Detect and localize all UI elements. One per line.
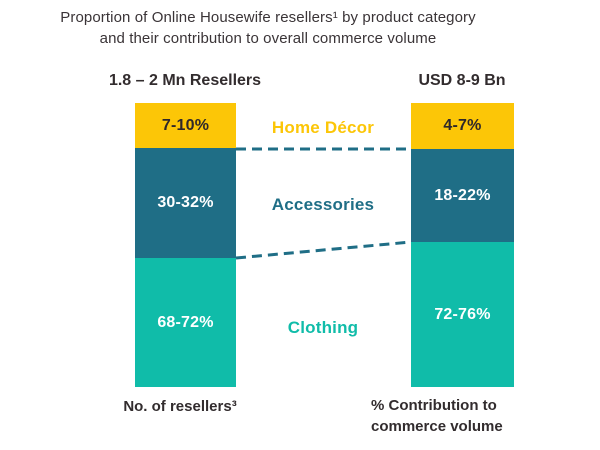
bar-segment-accessories-left: 30-32% xyxy=(135,148,236,258)
bar-segment-accessories-right: 18-22% xyxy=(411,149,514,242)
category-label-home-decor: Home Décor xyxy=(271,118,375,137)
category-label-accessories: Accessories xyxy=(271,195,375,214)
category-label-clothing: Clothing xyxy=(287,318,359,337)
commerce-stacked-bar: 4-7% 18-22% 72-76% xyxy=(411,103,514,387)
segment-value: 72-76% xyxy=(434,305,491,323)
segment-value: 4-7% xyxy=(443,117,482,134)
resellers-stacked-bar: 7-10% 30-32% 68-72% xyxy=(135,103,236,387)
chart-title-line1: Proportion of Online Housewife resellers… xyxy=(60,9,476,26)
left-axis-label: No. of resellers³ xyxy=(123,398,237,415)
left-column-header: 1.8 – 2 Mn Resellers xyxy=(108,72,262,89)
chart-title-line2: and their contribution to overall commer… xyxy=(99,30,437,47)
chart-title: Proportion of Online Housewife resellers… xyxy=(0,7,536,49)
segment-value: 30-32% xyxy=(157,194,214,211)
right-column-header: USD 8-9 Bn xyxy=(418,72,506,89)
bar-segment-clothing-right: 72-76% xyxy=(411,242,514,387)
segment-value: 7-10% xyxy=(161,116,210,134)
right-axis-label: % Contribution to commerce volume xyxy=(371,397,503,435)
bar-segment-home-decor-right: 4-7% xyxy=(411,103,514,149)
connector-line-accessories xyxy=(235,240,412,260)
bar-segment-home-decor-left: 7-10% xyxy=(135,103,236,148)
segment-value: 18-22% xyxy=(434,186,491,204)
segment-value: 68-72% xyxy=(157,313,214,331)
bar-segment-clothing-left: 68-72% xyxy=(135,258,236,387)
